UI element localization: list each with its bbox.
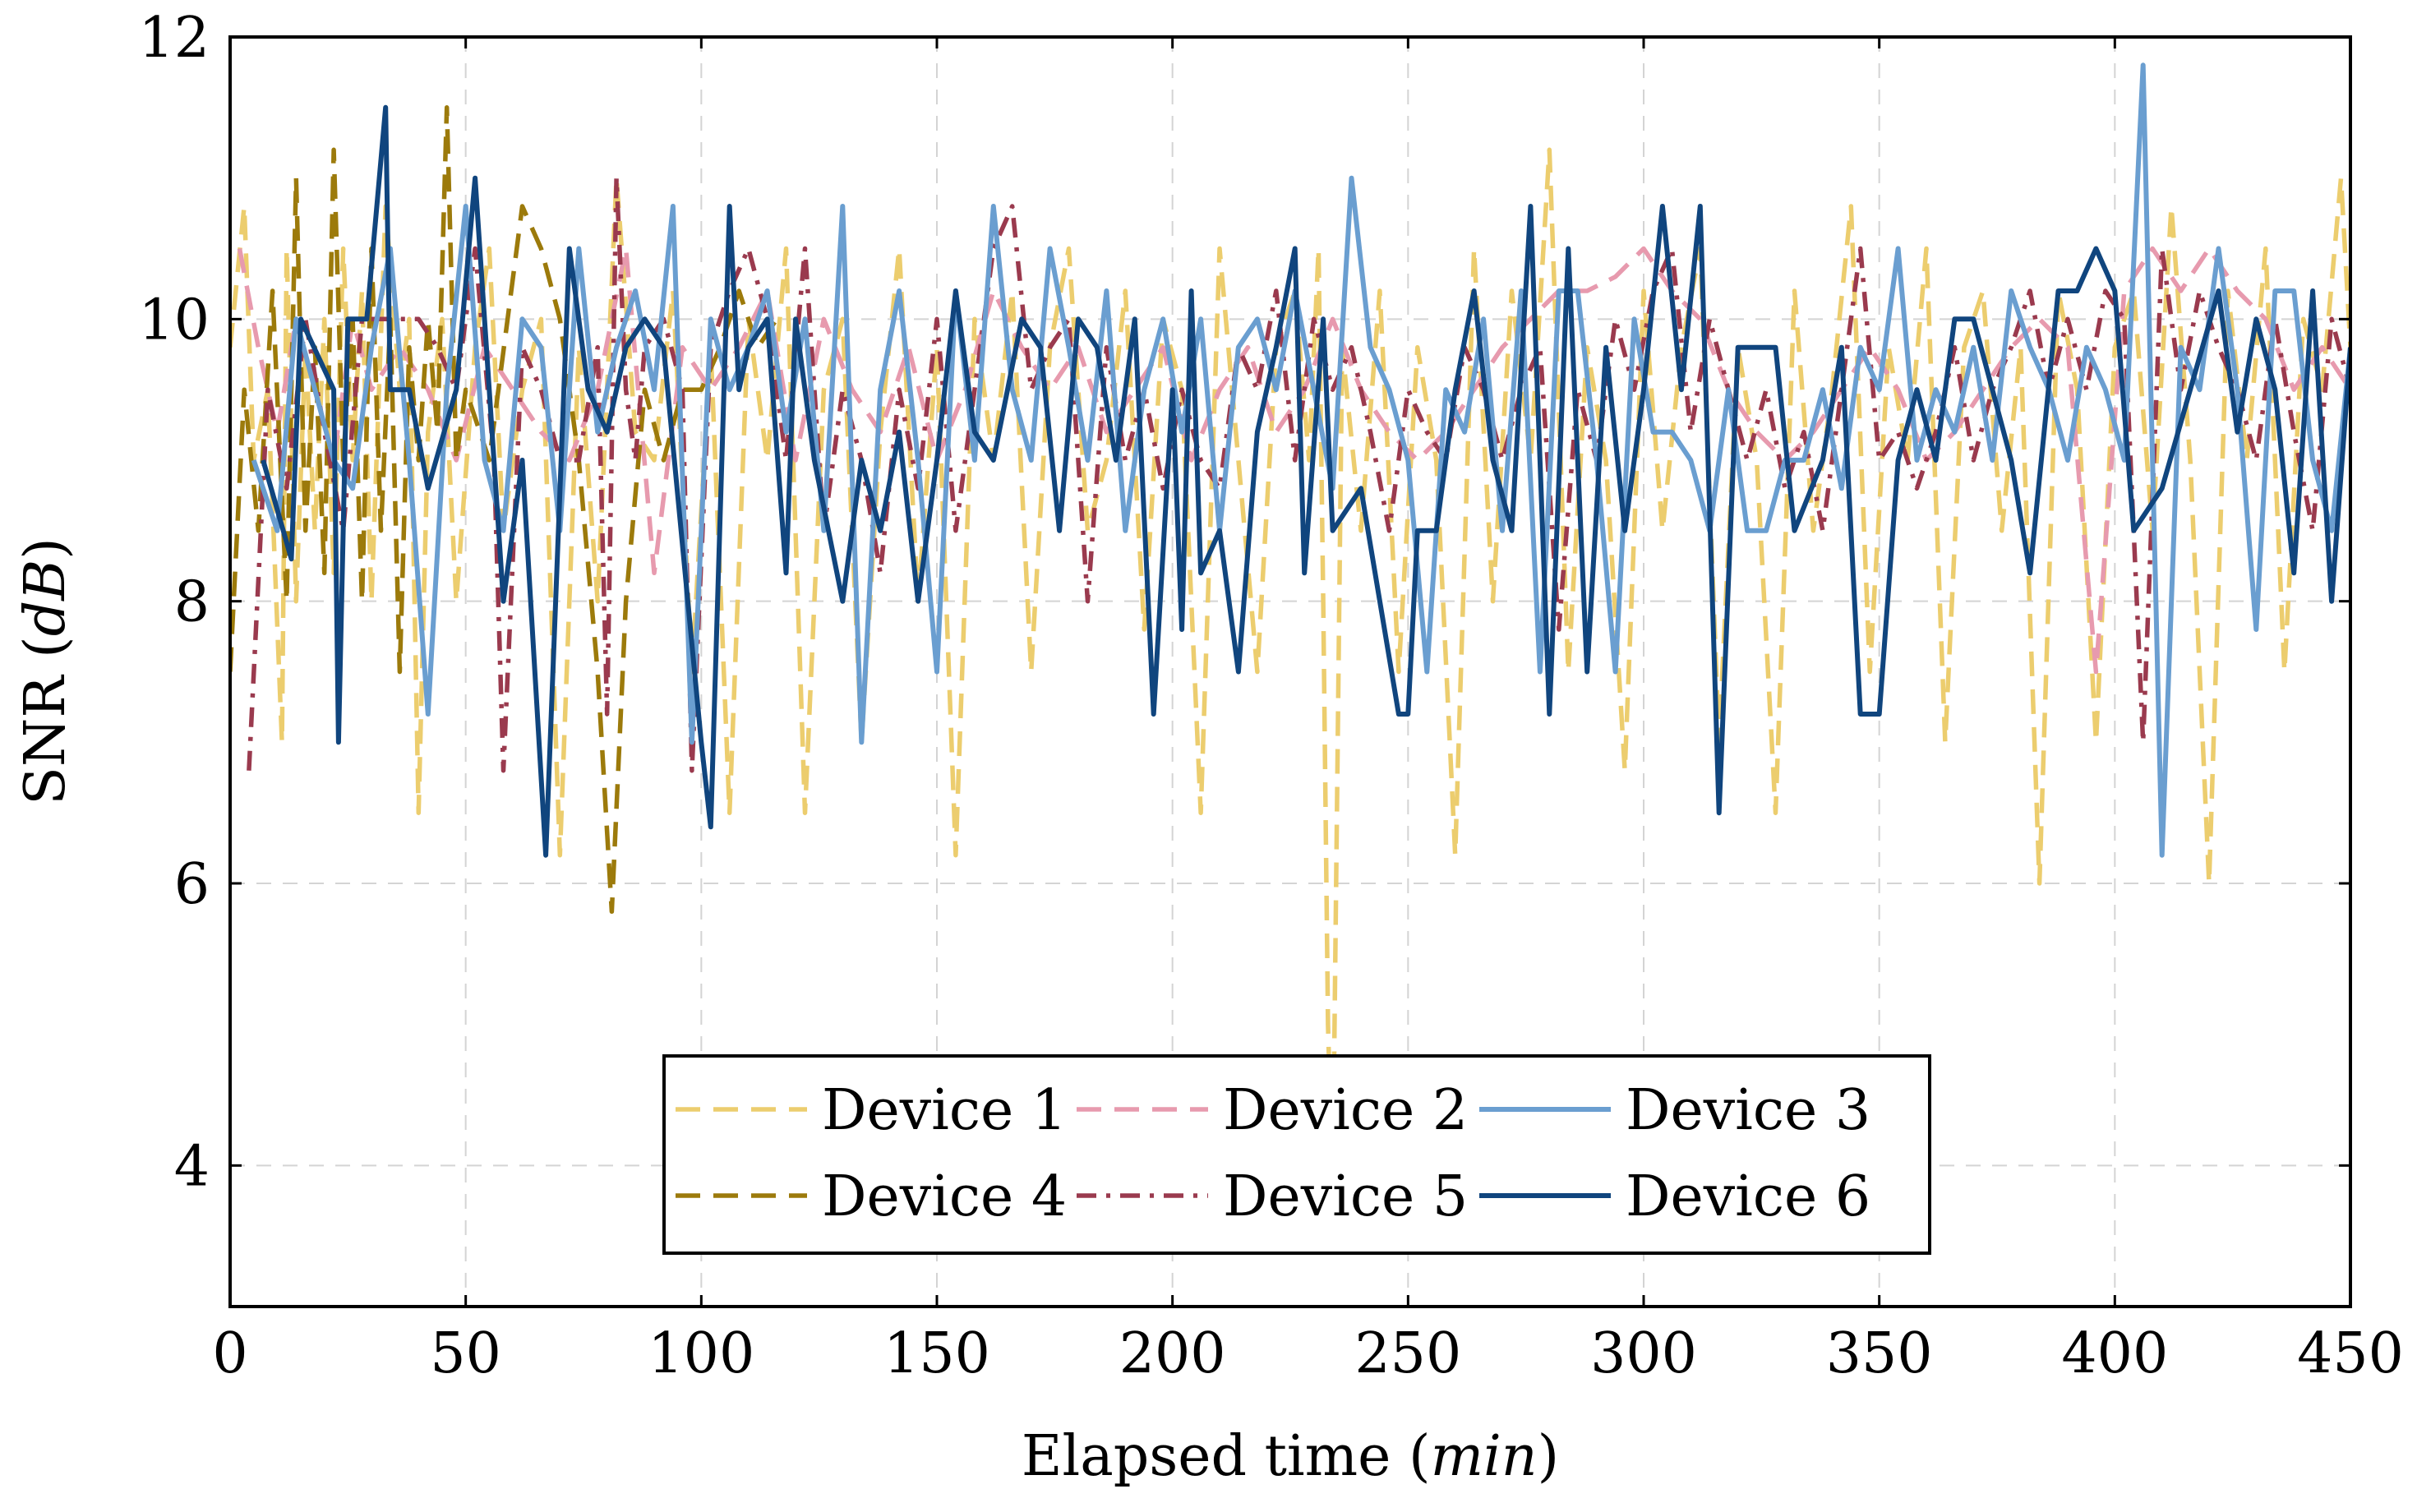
series-line-device-3 <box>251 62 2350 858</box>
legend-item: Device 3 <box>1479 1078 1870 1143</box>
x-tick-label: 400 <box>2061 1321 2168 1386</box>
y-tick-label: 8 <box>174 570 210 635</box>
x-tick-label: 50 <box>430 1321 501 1386</box>
legend: Device 1 Device 2 Device 3 Device 4 Device 5… <box>662 1054 1931 1255</box>
x-tick-label: 150 <box>883 1321 990 1386</box>
legend-label: Device 5 <box>1223 1164 1468 1229</box>
x-tick-label: 200 <box>1119 1321 1226 1386</box>
y-tick-label: 6 <box>174 852 210 917</box>
y-axis-unit: dB <box>13 560 78 637</box>
legend-item: Device 4 <box>676 1164 1067 1229</box>
legend-label: Device 4 <box>822 1164 1067 1229</box>
x-tick-label: 300 <box>1590 1321 1697 1386</box>
legend-label: Device 2 <box>1223 1078 1468 1143</box>
y-axis-title: SNR (dB) <box>13 537 78 804</box>
x-tick-label: 450 <box>2297 1321 2404 1386</box>
x-tick-label: 250 <box>1354 1321 1461 1386</box>
x-tick-label: 350 <box>1826 1321 1933 1386</box>
legend-box <box>662 1054 1931 1255</box>
axis-ticks: 0 50 100 150 200 250 300 350 400 450 4 6 8 10 12 <box>138 6 2403 1386</box>
y-tick-label: 4 <box>174 1134 210 1199</box>
x-tick-label: 100 <box>648 1321 754 1386</box>
x-tick-label: 0 <box>212 1321 247 1386</box>
legend-item: Device 6 <box>1479 1164 1870 1229</box>
y-tick-label: 10 <box>138 288 210 353</box>
legend-label: Device 3 <box>1626 1078 1870 1143</box>
legend-item: Device 5 <box>1077 1164 1468 1229</box>
y-tick-label: 12 <box>138 6 210 71</box>
series-group <box>230 62 2350 1196</box>
legend-label: Device 6 <box>1626 1164 1870 1229</box>
x-axis-label: Elapsed time <box>1022 1424 1391 1489</box>
series-line-device-6 <box>261 104 2350 858</box>
series-line-device-1 <box>230 147 2350 1196</box>
legend-item: Device 2 <box>1077 1078 1468 1143</box>
legend-label: Device 1 <box>822 1078 1067 1143</box>
legend-item: Device 1 <box>676 1078 1067 1143</box>
series-line-device-4 <box>230 105 779 915</box>
x-axis-unit: min <box>1431 1424 1538 1489</box>
x-axis-title: Elapsed time (min) <box>1022 1424 1559 1489</box>
plot-frame <box>228 35 2352 1308</box>
y-axis-label: SNR <box>13 675 78 805</box>
